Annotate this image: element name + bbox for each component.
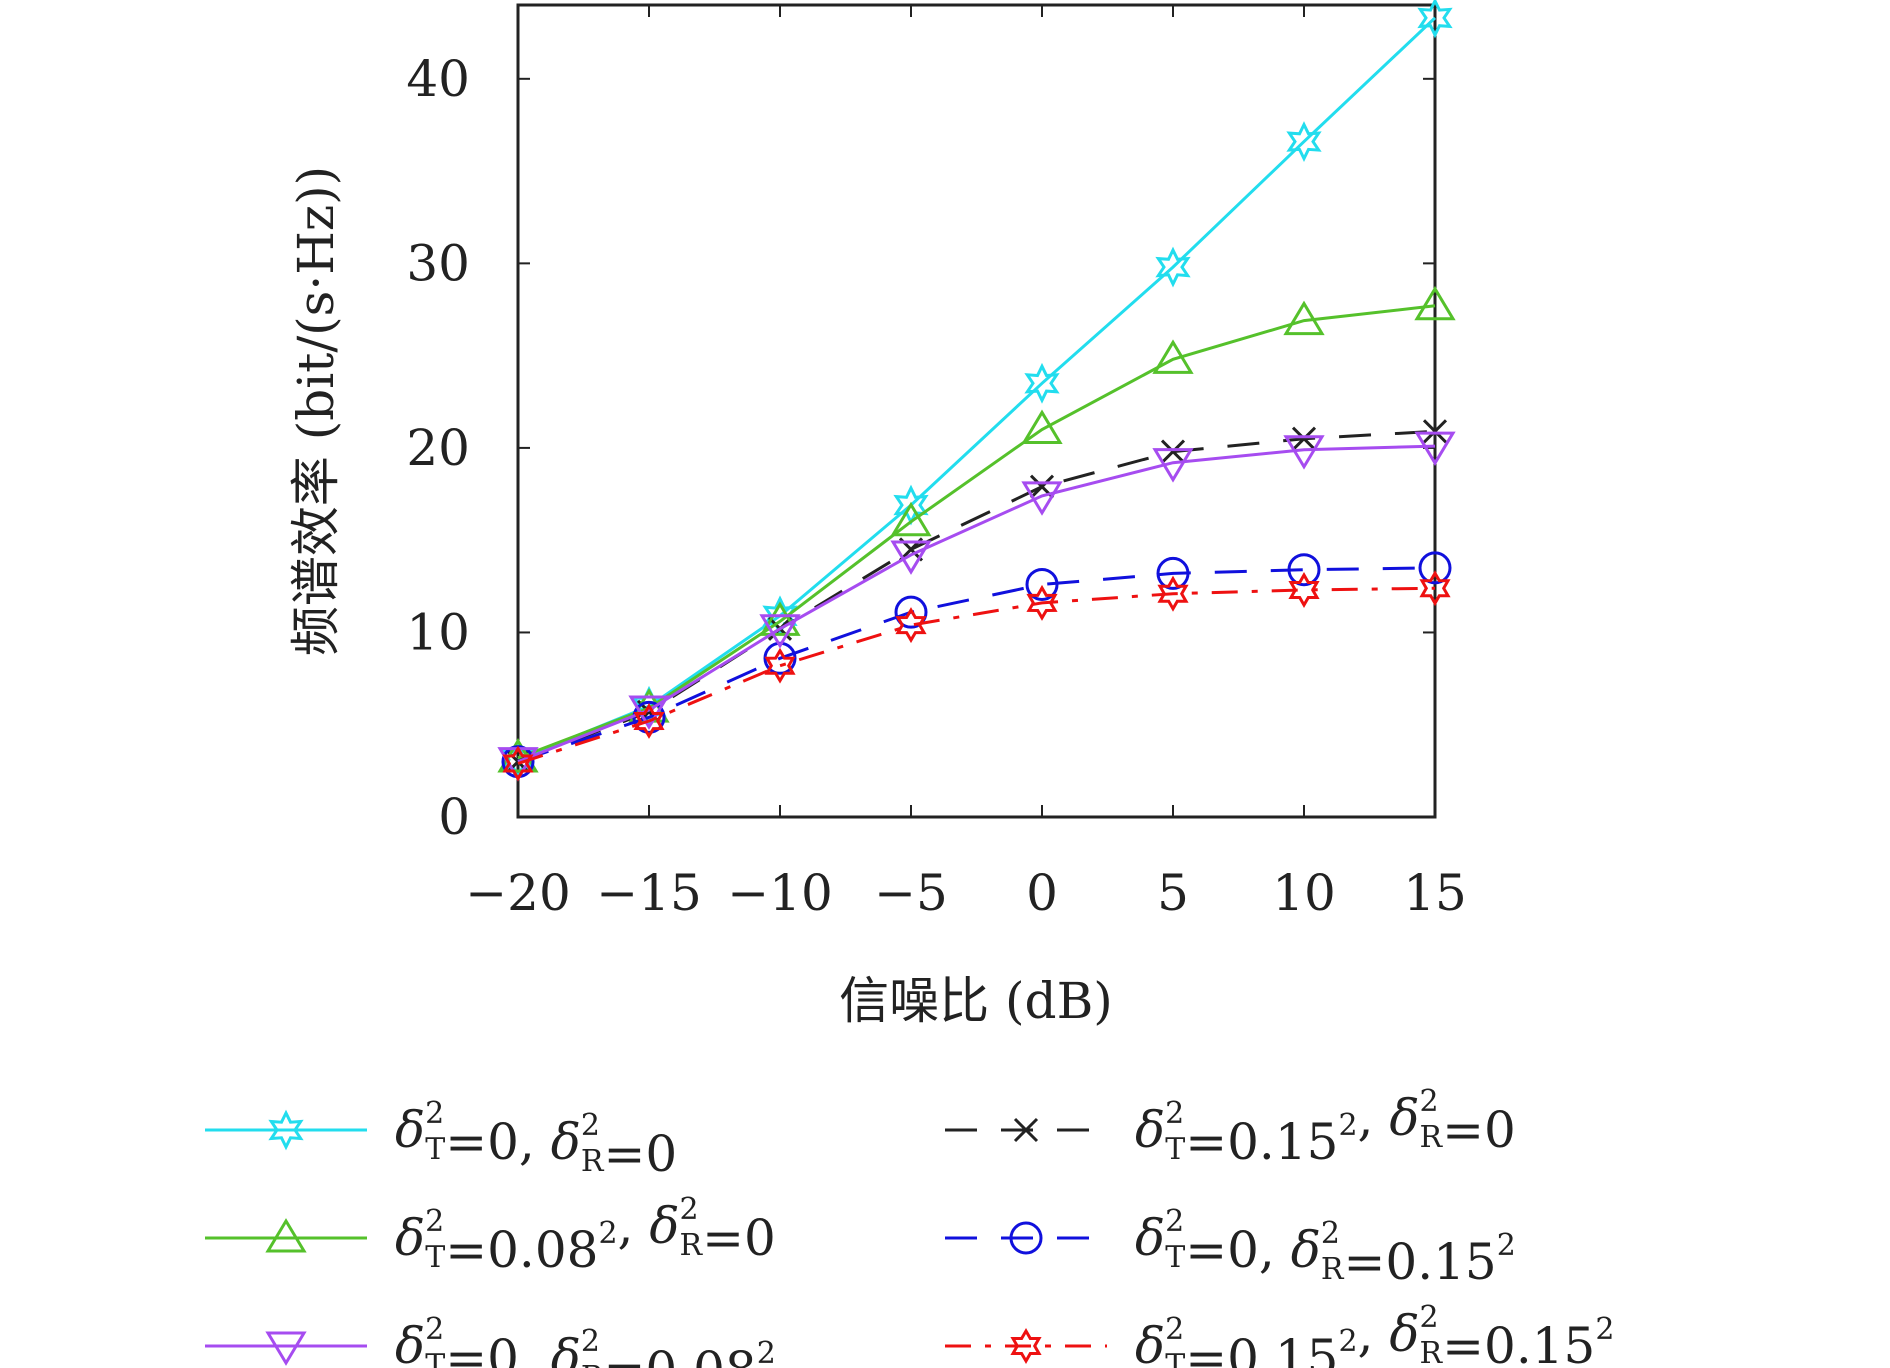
legend-label: δ2 T=0, δ2 R=0.152: [1135, 1204, 1516, 1291]
x-tick-label: −5: [874, 864, 948, 922]
x-axis-label: 信噪比 (dB): [839, 972, 1113, 1030]
data-point: [1419, 570, 1451, 607]
legend-item: δ2T=0, δ2R=0.082: [205, 1312, 776, 1368]
legend-item: δ2 T=0.082, δ2 R=0: [205, 1192, 776, 1279]
x-tick-label: 10: [1272, 864, 1336, 922]
x-tick-label: −10: [727, 864, 833, 922]
data-point: [1414, 431, 1456, 466]
data-point: [890, 501, 932, 537]
data-point: [764, 647, 796, 684]
x-tick-label: 15: [1403, 864, 1467, 922]
data-point: [1287, 553, 1321, 587]
plot-area: [516, 3, 1437, 819]
legend-label: δ2T=0, δ2R=0.082: [395, 1312, 776, 1368]
x-tick-label: −15: [596, 864, 702, 922]
data-point: [1025, 567, 1059, 601]
data-point: [633, 703, 665, 739]
y-axis: 0 10 20 30 40: [406, 50, 1435, 846]
data-point: [628, 695, 670, 730]
data-point: [1021, 481, 1063, 516]
data-point: [1157, 575, 1189, 612]
series-line: [517, 444, 1436, 763]
x-axis: −20 −15 −10 −5 0 5 10 15: [465, 5, 1467, 922]
legend-marker: [1013, 1117, 1039, 1143]
legend-marker: [265, 1331, 307, 1366]
series-line: [517, 304, 1436, 760]
legend-marker: [265, 1218, 307, 1253]
legend-label: δ2 T=0.082, δ2 R=0: [395, 1192, 776, 1279]
y-axis-label: 频谱效率 (bit/(s·Hz)): [287, 166, 345, 656]
legend-marker: [1009, 1221, 1043, 1255]
data-point: [1152, 448, 1194, 483]
series-5: [497, 431, 1456, 782]
legend-item: δ2 T=0, δ2 R=0.152: [945, 1204, 1516, 1291]
legend: δ2 T=0, δ2 R=0 δ2 T=0.152, δ2 R=0 δ2 T=0.082, δ…: [205, 1084, 1614, 1368]
series-line: [517, 429, 1436, 764]
data-point: [1288, 571, 1320, 609]
data-point: [759, 614, 801, 649]
data-point: [1283, 435, 1325, 470]
series-layer: [497, 0, 1456, 782]
x-tick-label: 5: [1157, 864, 1189, 922]
data-point: [1160, 439, 1186, 464]
series-line: [517, 586, 1436, 765]
data-point: [1026, 584, 1058, 621]
data-point: [1155, 246, 1191, 288]
data-point: [1286, 121, 1322, 163]
series-4: [501, 551, 1452, 779]
series-line: [517, 566, 1436, 764]
series-line: [517, 16, 1437, 762]
y-tick-label: 10: [406, 603, 470, 661]
data-point: [1291, 426, 1317, 451]
x-tick-label: −20: [465, 864, 571, 922]
data-point: [1418, 551, 1452, 585]
series-3: [497, 285, 1456, 773]
legend-label: δ2 T=0.152, δ2 R=0: [1135, 1084, 1516, 1171]
series-1: [500, 0, 1453, 781]
data-point: [1021, 409, 1063, 444]
y-tick-label: 40: [406, 50, 470, 108]
legend-label: δ2 T=0, δ2 R=0: [395, 1096, 677, 1183]
data-point: [1156, 556, 1190, 590]
data-point: [1152, 339, 1194, 374]
legend-item: δ2 T=0, δ2 R=0: [205, 1096, 677, 1183]
y-tick-label: 0: [438, 788, 470, 846]
y-tick-label: 30: [406, 234, 470, 292]
data-point: [895, 607, 927, 644]
data-point: [890, 540, 932, 575]
plot-frame: [516, 3, 1437, 819]
data-point: [762, 595, 798, 637]
data-point: [1422, 419, 1448, 444]
data-point: [1024, 362, 1060, 404]
legend-item: δ2 T=0.152, δ2 R=0: [945, 1084, 1516, 1171]
data-point: [894, 595, 928, 629]
data-point: [1417, 0, 1453, 39]
legend-marker: [268, 1109, 304, 1151]
data-point: [1414, 285, 1456, 321]
data-point: [1283, 300, 1325, 336]
y-tick-label: 20: [406, 419, 470, 477]
x-tick-label: 0: [1026, 864, 1058, 922]
data-point: [502, 745, 534, 782]
legend-label: δ2 T=0.152, δ2 R=0.152: [1135, 1300, 1614, 1368]
legend-item: δ2 T=0.152, δ2 R=0.152: [945, 1300, 1614, 1368]
data-point: [759, 601, 801, 636]
legend-marker: [1010, 1328, 1042, 1364]
series-6: [502, 570, 1451, 782]
